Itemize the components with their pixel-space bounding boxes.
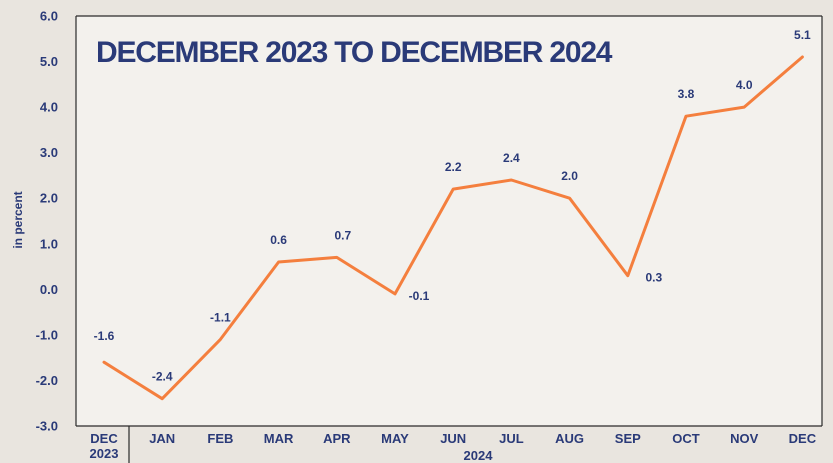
x-tick-label: JAN [149, 431, 175, 446]
y-tick-label: 0.0 [40, 282, 58, 297]
x-tick-labels: DEC JAN FEB MAR APR MAY JUN JUL AUG SEP OCT NOV DEC [90, 431, 816, 446]
chart-title: DECEMBER 2023 TO DECEMBER 2024 [96, 36, 613, 69]
x-tick-label: JUN [440, 431, 466, 446]
data-label: -2.4 [152, 370, 173, 384]
x-tick-label: DEC [90, 431, 118, 446]
x-tick-label: DEC [789, 431, 817, 446]
series-line [102, 55, 804, 401]
x-tick-label: JUL [499, 431, 524, 446]
data-label: 0.6 [270, 233, 287, 247]
data-label: 5.1 [794, 28, 811, 42]
y-tick-label: 3.0 [40, 145, 58, 160]
y-tick-label: 1.0 [40, 236, 58, 251]
data-label: 0.3 [645, 271, 662, 285]
y-tick-label: 4.0 [40, 100, 58, 115]
data-label: -1.1 [210, 310, 231, 324]
data-label: 3.8 [678, 87, 695, 101]
data-label: 2.2 [445, 160, 462, 174]
x-tick-label: OCT [672, 431, 700, 446]
y-tick-label: -3.0 [36, 419, 58, 434]
y-axis-label: in percent [11, 191, 25, 248]
data-label: -0.1 [409, 289, 430, 303]
x-tick-label: FEB [207, 431, 233, 446]
y-tick-label: 6.0 [40, 9, 58, 24]
x-tick-label: NOV [730, 431, 759, 446]
y-tick-label: 2.0 [40, 191, 58, 206]
x-tick-label: AUG [555, 431, 584, 446]
data-labels: -1.6 -2.4 -1.1 0.6 0.7 -0.1 2.2 2.4 2.0 0.3 3.8 4.0… [94, 28, 811, 384]
y-tick-labels: -3.0 -2.0 -1.0 0.0 1.0 2.0 3.0 4.0 5.0 6.0 [36, 9, 58, 434]
year-label-2024: 2024 [464, 448, 494, 463]
data-label: 2.0 [561, 169, 578, 183]
y-tick-label: 5.0 [40, 54, 58, 69]
data-label: 4.0 [736, 78, 753, 92]
y-tick-label: -1.0 [36, 327, 58, 342]
plot-area [76, 16, 822, 426]
data-label: 2.4 [503, 151, 520, 165]
y-tick-label: -2.0 [36, 373, 58, 388]
x-tick-label: SEP [615, 431, 641, 446]
x-tick-label: MAY [381, 431, 409, 446]
data-label: -1.6 [94, 329, 115, 343]
data-label: 0.7 [334, 228, 351, 242]
x-tick-label: MAR [264, 431, 294, 446]
x-tick-label: APR [323, 431, 351, 446]
year-label-2023: 2023 [90, 446, 119, 461]
